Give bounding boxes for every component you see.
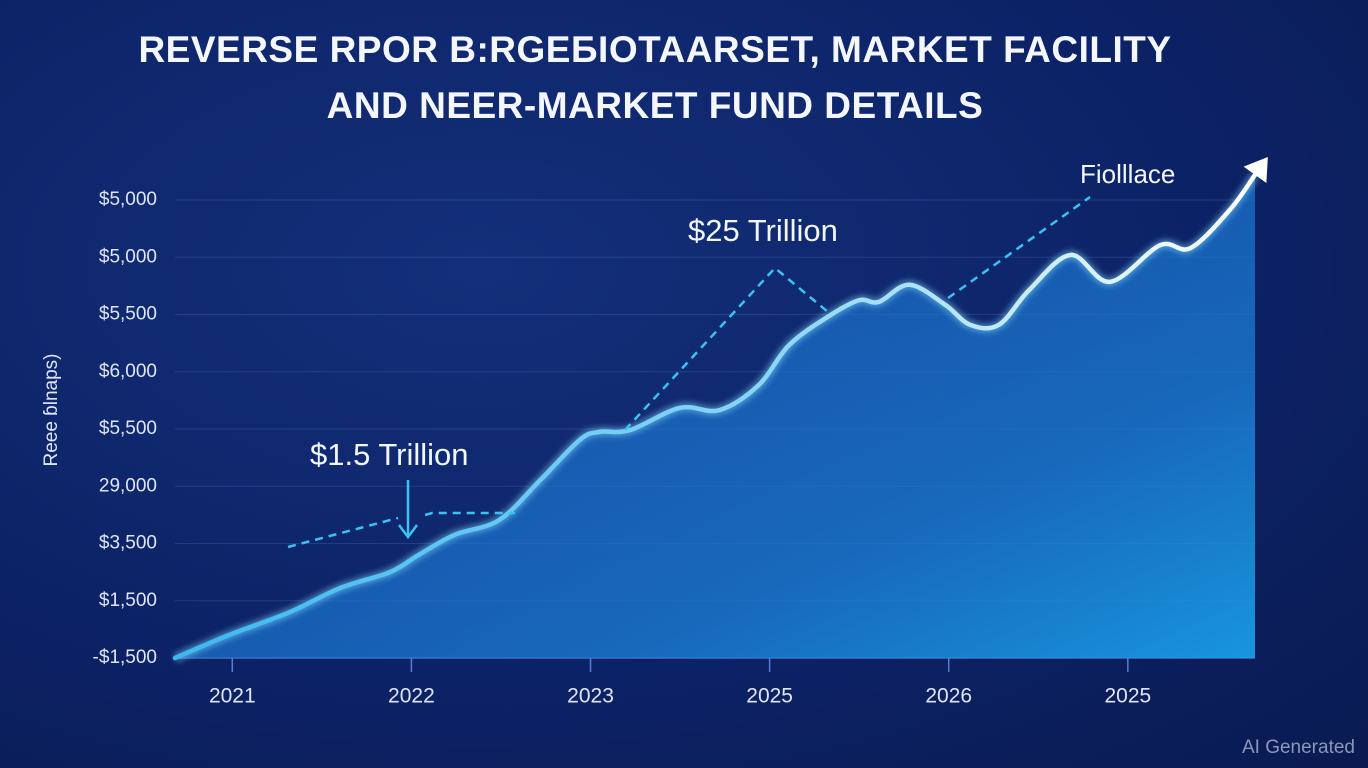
- y-tick-label: $6,000: [99, 361, 157, 382]
- y-axis-label: Reee ɓlnaps): [41, 353, 62, 466]
- area: [175, 174, 1255, 658]
- annotation-leaders: [287, 195, 1091, 549]
- y-tick-label: $3,500: [99, 533, 157, 554]
- y-tick-label: $5,500: [99, 418, 157, 439]
- x-tick-label: 2021: [209, 685, 256, 708]
- leader: [624, 266, 829, 431]
- x-tick-label: 2025: [1104, 685, 1151, 708]
- y-tick-label: $5,000: [99, 189, 157, 210]
- arrow-head: [398, 524, 418, 540]
- y-tick-label: $5,000: [99, 246, 157, 267]
- chart-title: AND NEER-MARKET FUND DETAILS: [327, 85, 984, 126]
- line: [172, 172, 1258, 661]
- annotation: Fiolllace: [1080, 159, 1175, 189]
- leader: [947, 195, 1091, 300]
- y-tick-label: $5,500: [99, 304, 157, 325]
- x-tick-label: 2026: [925, 685, 972, 708]
- watermark: AI Generated: [1242, 737, 1355, 758]
- y-tick-label: $1,500: [99, 590, 157, 611]
- annotation: $25 Trillion: [688, 213, 838, 248]
- y-tick-label: -$1,500: [93, 647, 157, 668]
- plot-area: -$1,500 $1,500 $3,500 29,000 $5,500 $6,000 $5,…: [93, 156, 1268, 708]
- leader: [287, 516, 399, 549]
- line-arrowhead: [1243, 156, 1268, 183]
- x-tick-label: 2022: [388, 685, 435, 708]
- chart-title: REVERSE RPOR B:RGEБIOTAARSET, MARKET FAC…: [138, 29, 1171, 70]
- x-tick-label: 2023: [567, 685, 614, 708]
- y-tick-label: 29,000: [99, 475, 157, 496]
- annotation: $1.5 Trillion: [310, 437, 469, 472]
- leader: [424, 511, 515, 517]
- x-tick-label: 2025: [746, 685, 793, 708]
- annotation-arrow: [398, 480, 418, 540]
